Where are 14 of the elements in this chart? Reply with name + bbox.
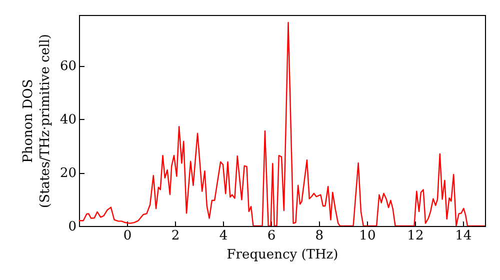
x-tick-label: 10	[359, 228, 376, 244]
line-series	[79, 22, 485, 226]
x-tick-label: 4	[219, 228, 228, 244]
y-tick-label: 20	[60, 166, 76, 182]
x-tick-label: 2	[171, 228, 180, 244]
x-tick-label: 14	[455, 228, 472, 244]
y-tick-label: 60	[60, 59, 76, 74]
y-tick-label: 40	[60, 112, 76, 128]
x-tick-label: 12	[407, 228, 424, 244]
x-tick-label: 8	[315, 228, 324, 244]
x-axis-title: Frequency (THz)	[226, 248, 338, 262]
x-tick-label: 6	[267, 228, 276, 244]
x-tick-label: 0	[123, 228, 132, 244]
y-axis-title: Phonon DOS (States/THz·primitive cell)	[20, 34, 53, 208]
